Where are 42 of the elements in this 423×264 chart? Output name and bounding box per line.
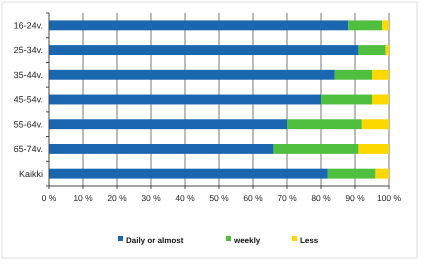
bar <box>49 45 358 56</box>
bar <box>382 20 389 30</box>
bar <box>273 144 358 154</box>
x-tick-label: 10 % <box>73 193 94 203</box>
x-tick-label: 30 % <box>141 193 162 203</box>
x-tick-label: 80 % <box>311 193 332 203</box>
y-tick-label: 25-34v. <box>14 45 43 56</box>
y-tick-label: 35-44v. <box>14 70 43 80</box>
bar <box>375 168 389 179</box>
y-tick-label: 16-24v. <box>14 20 43 31</box>
bar <box>321 94 372 104</box>
x-tick-label: 100 % <box>376 193 402 203</box>
x-tick-label: 50 % <box>209 193 230 203</box>
legend-label: weekly <box>233 236 261 246</box>
y-tick-label: 45-54v. <box>14 94 43 105</box>
bar <box>49 70 335 80</box>
x-tick-label: 0 % <box>42 193 57 203</box>
bar <box>49 20 348 30</box>
bar <box>358 144 389 154</box>
bar <box>287 119 362 130</box>
legend-label: Less <box>300 236 319 246</box>
x-tick-label: 60 % <box>243 193 264 203</box>
bar <box>362 119 389 130</box>
bar <box>386 45 389 56</box>
y-tick-label: 65-74v. <box>14 144 43 154</box>
bar <box>328 168 376 179</box>
bar <box>49 94 321 104</box>
x-tick-label: 90 % <box>345 193 366 203</box>
bar <box>49 119 287 130</box>
bar <box>49 144 274 154</box>
y-tick-label: Kaikki <box>18 168 43 179</box>
x-tick-label: 40 % <box>175 193 196 203</box>
bar <box>49 168 328 179</box>
x-tick-label: 20 % <box>107 193 128 203</box>
bar <box>372 94 389 104</box>
x-tick-label: 70 % <box>277 193 298 203</box>
bar <box>372 70 389 80</box>
legend-label: Daily or almost <box>126 236 184 246</box>
bar <box>348 20 382 30</box>
bar <box>358 45 386 56</box>
bar <box>334 70 372 80</box>
y-tick-label: 55-64v. <box>14 119 43 130</box>
